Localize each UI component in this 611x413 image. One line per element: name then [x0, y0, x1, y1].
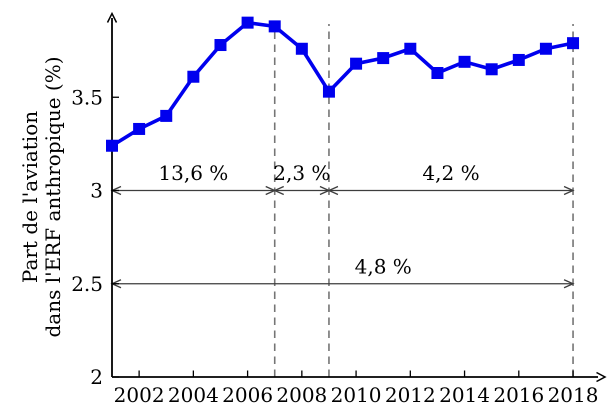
x-tick-label-2010: 2010	[331, 383, 382, 407]
data-point-2006	[241, 16, 254, 29]
data-series-layer	[106, 16, 580, 152]
data-point-2004	[187, 70, 200, 83]
data-point-2001	[106, 139, 118, 152]
y-tick-label-3.5: 3.5	[71, 85, 103, 109]
x-tick-label-2002: 2002	[114, 383, 165, 407]
y-axis-label-line2: dans l'ERF anthropique (%)	[41, 56, 65, 337]
x-tick-label-2008: 2008	[276, 383, 327, 407]
x-tick-label-2006: 2006	[222, 383, 273, 407]
data-point-2009	[322, 85, 335, 98]
data-point-2012	[404, 42, 417, 55]
data-point-2007	[268, 20, 281, 33]
annotation-label-3: 4,8 %	[355, 254, 412, 278]
x-tick-label-2016: 2016	[493, 383, 544, 407]
data-point-2003	[160, 109, 173, 122]
x-tick-label-2018: 2018	[548, 383, 599, 407]
data-point-2018	[567, 37, 580, 50]
y-tick-label-2.5: 2.5	[71, 272, 103, 296]
data-point-2002	[133, 122, 146, 135]
data-point-2008	[295, 42, 308, 55]
annotation-label-2: 4,2 %	[422, 161, 479, 185]
data-line-0	[111, 20, 574, 148]
data-point-2016	[512, 53, 525, 66]
x-tick-label-2004: 2004	[168, 383, 219, 407]
data-point-2014	[458, 55, 471, 68]
data-point-2017	[539, 42, 552, 55]
y-tick-label-3: 3	[90, 179, 103, 203]
y-tick-label-2: 2	[90, 365, 103, 389]
data-point-2010	[350, 57, 363, 70]
annotation-label-0: 13,6 %	[158, 161, 228, 185]
annotation-label-1: 2,3 %	[273, 161, 330, 185]
annotation-arrowhead-left-1	[273, 185, 284, 196]
data-point-2015	[485, 63, 498, 76]
y-axis-label-line1: Part de l'aviation	[18, 111, 42, 283]
axes-layer: 2002 2004 2006 2008 2010 2012 2014 2016 2018 2 2.5…	[71, 11, 607, 407]
x-axis-arrowhead	[596, 371, 607, 383]
y-axis-arrowhead	[106, 11, 118, 23]
data-point-2011	[377, 52, 390, 65]
annotation-arrowhead-left-2	[327, 185, 339, 196]
annotations-layer: 13,6 % 2,3 % 4,2 % 4,8 %	[110, 161, 575, 289]
dashed-guides-layer	[273, 24, 574, 377]
annotation-arrowhead-right-2	[563, 185, 575, 196]
data-point-2013	[431, 67, 444, 80]
data-point-2005	[214, 39, 227, 52]
annotation-arrowhead-right-3	[563, 279, 575, 289]
x-tick-label-2014: 2014	[439, 383, 490, 407]
x-tick-label-2012: 2012	[385, 383, 436, 407]
